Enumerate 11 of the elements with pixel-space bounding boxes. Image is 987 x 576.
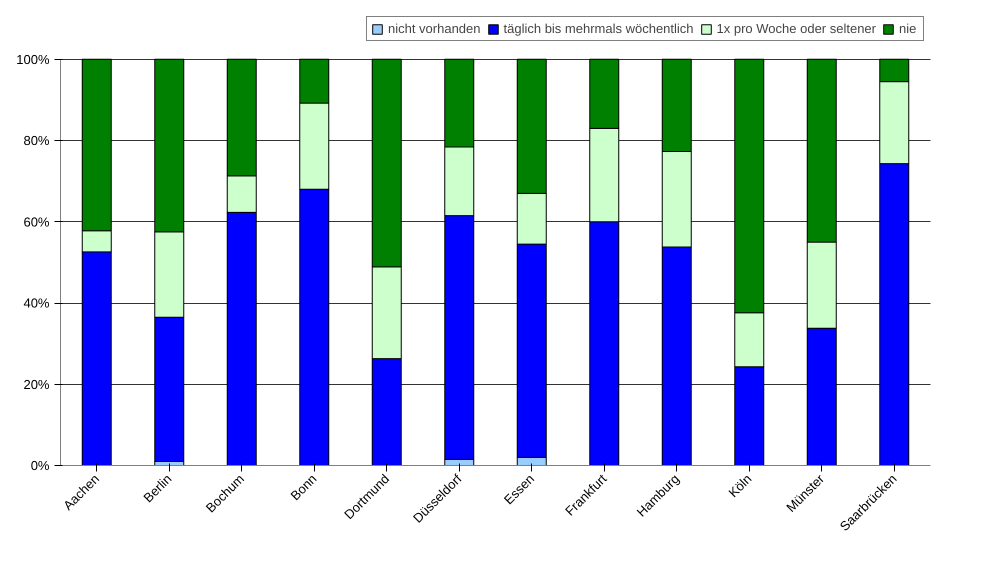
y-tick-label: 20% xyxy=(23,376,50,392)
legend-label: täglich bis mehrmals wöchentlich xyxy=(504,21,694,36)
legend-label: nie xyxy=(899,21,918,36)
legend-label: 1x pro Woche oder seltener xyxy=(716,21,876,36)
legend-label: nicht vorhanden xyxy=(388,21,480,36)
y-tick-label: 80% xyxy=(23,133,50,148)
y-tick-label: 100% xyxy=(16,52,50,67)
x-tick-label: Köln xyxy=(726,471,755,500)
y-tick-label: 0% xyxy=(30,458,50,473)
y-tick-label: 60% xyxy=(23,214,50,230)
y-tick-label: 40% xyxy=(23,296,50,310)
